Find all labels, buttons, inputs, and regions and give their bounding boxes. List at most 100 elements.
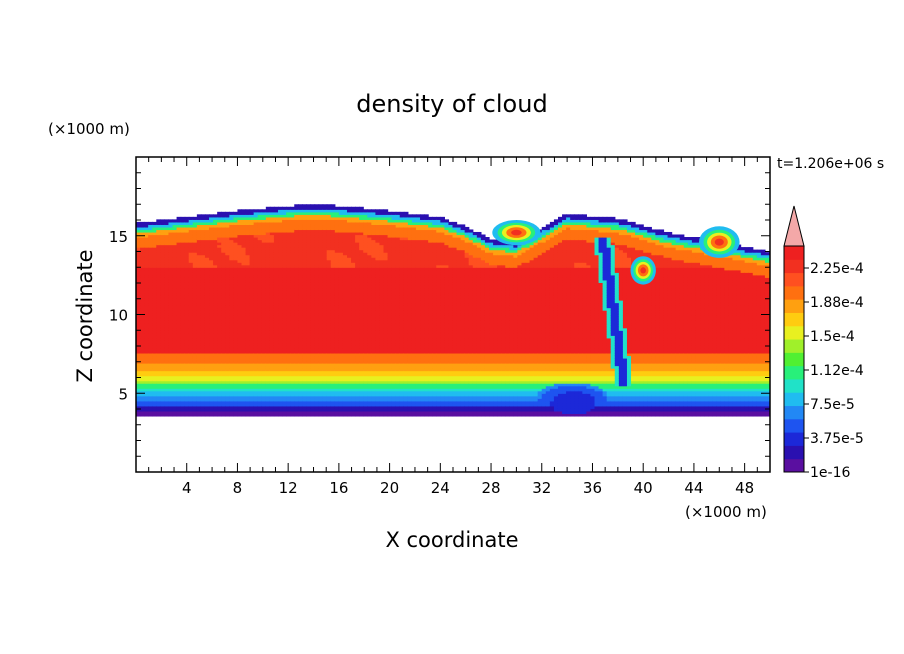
density-cell — [290, 247, 295, 251]
density-cell — [290, 267, 295, 271]
density-cell — [237, 335, 243, 339]
density-cell — [152, 262, 157, 266]
density-cell — [249, 375, 255, 379]
density-cell — [265, 209, 271, 213]
density-cell — [245, 216, 251, 220]
density-cell — [221, 247, 226, 251]
density-cell — [164, 229, 170, 233]
density-cell — [237, 231, 243, 236]
density-cell — [144, 264, 149, 268]
density-cell — [152, 242, 157, 246]
density-cell — [245, 408, 251, 412]
density-cell — [290, 347, 295, 352]
density-cell — [200, 355, 206, 359]
density-cell — [200, 277, 206, 281]
density-cell — [241, 237, 247, 241]
density-cell — [282, 282, 287, 286]
density-cell — [233, 254, 239, 258]
density-cell — [290, 410, 295, 415]
density-cell — [217, 347, 222, 352]
density-cell — [249, 209, 255, 213]
density-cell — [140, 305, 145, 309]
density-cell — [253, 325, 259, 329]
density-cell — [245, 274, 251, 278]
density-cell — [192, 380, 198, 384]
density-cell — [176, 292, 182, 296]
density-cell — [225, 284, 230, 289]
density-cell — [233, 244, 239, 248]
density-cell — [136, 380, 141, 384]
density-cell — [172, 378, 178, 382]
density-cell — [172, 277, 178, 281]
density-cell — [290, 226, 295, 231]
density-cell — [144, 239, 149, 243]
density-cell — [294, 277, 299, 281]
density-cell — [196, 390, 202, 394]
density-cell — [241, 224, 247, 228]
density-cell — [282, 279, 287, 283]
density-cell — [152, 335, 157, 339]
density-cell — [172, 247, 178, 251]
density-cell — [144, 284, 149, 289]
density-cell — [225, 292, 230, 296]
density-cell — [233, 405, 239, 409]
density-cell — [140, 320, 145, 324]
density-cell — [245, 385, 251, 389]
density-cell — [152, 289, 157, 294]
density-cell — [278, 405, 283, 409]
density-cell — [282, 247, 287, 251]
density-cell — [180, 405, 186, 409]
density-cell — [148, 413, 153, 417]
density-cell — [164, 242, 170, 246]
density-cell — [286, 388, 291, 392]
density-cell — [204, 350, 210, 354]
density-cell — [164, 297, 170, 301]
density-cell — [168, 239, 174, 243]
density-cell — [229, 254, 234, 258]
density-cell — [229, 330, 234, 334]
density-cell — [249, 360, 255, 364]
density-cell — [172, 410, 178, 415]
density-cell — [261, 363, 267, 367]
density-cell — [249, 410, 255, 415]
density-cell — [168, 388, 174, 392]
density-cell — [241, 352, 247, 357]
density-cell — [249, 378, 255, 382]
density-cell — [144, 269, 149, 273]
density-cell — [160, 277, 166, 281]
density-cell — [249, 249, 255, 253]
density-cell — [136, 383, 141, 387]
density-cell — [229, 363, 234, 367]
density-cell — [261, 325, 267, 329]
density-cell — [217, 300, 222, 304]
density-cell — [278, 327, 283, 331]
density-cell — [225, 408, 230, 412]
density-cell — [180, 254, 186, 258]
density-cell — [136, 357, 141, 362]
density-cell — [196, 342, 202, 346]
density-cell — [152, 322, 157, 326]
density-cell — [253, 400, 259, 404]
density-cell — [184, 282, 190, 286]
density-cell — [269, 363, 275, 367]
density-cell — [221, 332, 226, 336]
density-cell — [144, 390, 149, 394]
density-cell — [249, 347, 255, 352]
density-cell — [136, 315, 141, 319]
density-cell — [213, 239, 218, 243]
density-cell — [273, 363, 279, 367]
density-cell — [156, 385, 161, 389]
density-cell — [253, 214, 259, 218]
density-cell — [176, 327, 182, 331]
density-cell — [200, 327, 206, 331]
density-cell — [282, 272, 287, 276]
density-cell — [233, 224, 239, 228]
density-cell — [286, 206, 291, 210]
density-cell — [282, 380, 287, 384]
density-cell — [273, 355, 279, 359]
density-cell — [164, 327, 170, 331]
density-cell — [144, 287, 149, 291]
density-cell — [241, 315, 247, 319]
density-cell — [168, 234, 174, 238]
density-cell — [156, 332, 161, 336]
